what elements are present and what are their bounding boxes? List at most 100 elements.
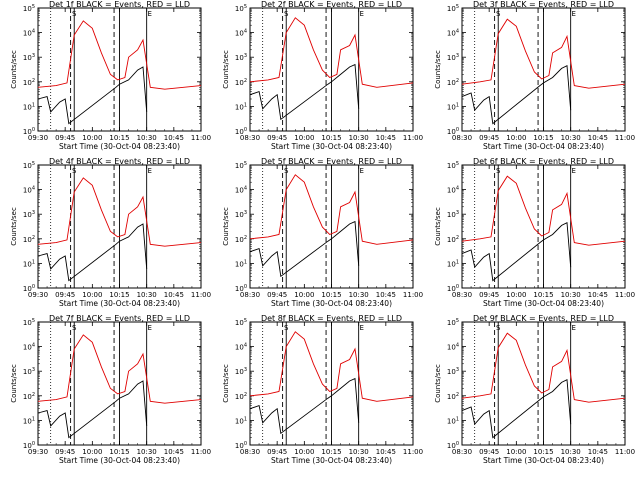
y-tick-label: 100 xyxy=(23,127,35,136)
y-tick-label: 103 xyxy=(23,210,35,219)
marker-label-s: S xyxy=(72,324,77,332)
y-tick-label: 104 xyxy=(23,29,35,38)
x-tick-label: 11:00 xyxy=(615,291,635,299)
x-tick-label: 10:00 xyxy=(294,134,314,142)
x-tick-label: 11:00 xyxy=(191,448,211,456)
y-tick-label: 101 xyxy=(235,416,247,425)
series-lld xyxy=(461,18,626,89)
y-tick-label: 104 xyxy=(447,29,459,38)
y-tick-label: 103 xyxy=(447,53,459,62)
y-tick-label: 101 xyxy=(447,259,459,268)
x-tick-label: 10:15 xyxy=(533,448,553,456)
y-tick-label: 104 xyxy=(447,186,459,195)
x-tick-label: 10:45 xyxy=(588,134,608,142)
y-tick-label: 105 xyxy=(235,161,247,170)
y-tick-label: 105 xyxy=(447,318,459,327)
y-tick-label: 104 xyxy=(23,343,35,352)
x-tick-label: 11:00 xyxy=(191,291,211,299)
marker-label-s: S xyxy=(284,167,289,175)
x-tick-label: 08:30 xyxy=(240,448,260,456)
series-lld xyxy=(37,334,202,404)
x-tick-label: 09:45 xyxy=(267,291,287,299)
series-events xyxy=(37,223,148,282)
x-tick-label: 09:30 xyxy=(28,291,48,299)
x-tick-label: 09:30 xyxy=(28,448,48,456)
y-tick-label: 102 xyxy=(235,392,247,401)
x-tick-label: 10:45 xyxy=(376,448,396,456)
series-lld xyxy=(37,20,202,90)
y-tick-label: 105 xyxy=(447,161,459,170)
marker-label-e: E xyxy=(147,10,151,18)
x-tick-label: 11:00 xyxy=(403,134,423,142)
y-axis-label: Counts/sec xyxy=(10,207,18,246)
y-axis-label: Counts/sec xyxy=(222,207,230,246)
x-tick-label: 08:30 xyxy=(240,291,260,299)
panel-det-2: Det 2f BLACK = Events, RED = LLD Counts/s… xyxy=(222,0,423,151)
y-tick-label: 103 xyxy=(235,210,247,219)
y-tick-label: 100 xyxy=(23,441,35,450)
y-axis-label: Counts/sec xyxy=(434,50,442,89)
y-tick-label: 105 xyxy=(235,4,247,13)
y-tick-label: 105 xyxy=(447,4,459,13)
panel-title: Det 1f BLACK = Events, RED = LLD xyxy=(49,0,190,9)
x-tick-label: 10:45 xyxy=(376,291,396,299)
x-tick-label: 10:00 xyxy=(82,134,102,142)
x-tick-label: 10:15 xyxy=(321,448,341,456)
x-tick-label: 09:30 xyxy=(28,134,48,142)
x-tick-label: 09:45 xyxy=(479,448,499,456)
y-tick-label: 101 xyxy=(23,259,35,268)
y-tick-label: 101 xyxy=(235,102,247,111)
x-tick-label: 08:30 xyxy=(452,448,472,456)
y-tick-label: 104 xyxy=(23,186,35,195)
panel-det-7: Det 7f BLACK = Events, RED = LLD Counts/s… xyxy=(10,314,211,465)
marker-label-s: S xyxy=(496,167,501,175)
x-tick-label: 09:45 xyxy=(479,134,499,142)
x-tick-label: 10:00 xyxy=(82,291,102,299)
y-tick-label: 100 xyxy=(235,284,247,293)
series-events xyxy=(37,66,148,125)
series-events xyxy=(461,65,572,125)
series-lld xyxy=(461,175,626,246)
x-axis-label: Start Time (30-Oct-04 08:23:40) xyxy=(271,142,392,151)
y-tick-label: 105 xyxy=(235,318,247,327)
panel-det-8: Det 8f BLACK = Events, RED = LLD Counts/s… xyxy=(222,314,423,465)
y-axis-label: Counts/sec xyxy=(10,50,18,89)
series-events xyxy=(249,220,360,278)
x-axis-label: Start Time (30-Oct-04 08:23:40) xyxy=(271,299,392,308)
y-tick-label: 105 xyxy=(23,318,35,327)
marker-label-e: E xyxy=(571,10,575,18)
x-tick-label: 08:30 xyxy=(452,134,472,142)
marker-label-e: E xyxy=(359,324,363,332)
marker-label-e: E xyxy=(359,167,363,175)
x-tick-label: 11:00 xyxy=(403,291,423,299)
x-tick-label: 10:00 xyxy=(82,448,102,456)
x-tick-label: 10:30 xyxy=(137,448,157,456)
x-axis-label: Start Time (30-Oct-04 08:23:40) xyxy=(271,456,392,465)
x-tick-label: 10:15 xyxy=(533,291,553,299)
x-tick-label: 09:45 xyxy=(267,134,287,142)
y-tick-label: 102 xyxy=(447,235,459,244)
y-tick-label: 100 xyxy=(235,441,247,450)
y-axis-label: Counts/sec xyxy=(222,364,230,403)
y-axis-label: Counts/sec xyxy=(434,207,442,246)
y-tick-label: 104 xyxy=(235,186,247,195)
series-events xyxy=(249,377,360,435)
panel-title: Det 9f BLACK = Events, RED = LLD xyxy=(473,314,614,323)
x-axis-label: Start Time (30-Oct-04 08:23:40) xyxy=(483,299,604,308)
panel-det-6: Det 6f BLACK = Events, RED = LLD Counts/s… xyxy=(434,157,635,308)
x-tick-label: 10:00 xyxy=(294,448,314,456)
marker-label-s: S xyxy=(284,10,289,18)
marker-label-e: E xyxy=(147,167,151,175)
x-tick-label: 10:15 xyxy=(109,134,129,142)
series-lld xyxy=(37,177,202,247)
panel-det-5: Det 5f BLACK = Events, RED = LLD Counts/s… xyxy=(222,157,423,308)
y-tick-label: 104 xyxy=(235,29,247,38)
x-tick-label: 10:45 xyxy=(376,134,396,142)
y-tick-label: 103 xyxy=(447,367,459,376)
panel-title: Det 7f BLACK = Events, RED = LLD xyxy=(49,314,190,323)
x-tick-label: 10:30 xyxy=(137,291,157,299)
x-tick-label: 10:45 xyxy=(164,448,184,456)
x-tick-label: 10:30 xyxy=(561,134,581,142)
y-axis-label: Counts/sec xyxy=(434,364,442,403)
x-tick-label: 09:45 xyxy=(55,134,75,142)
